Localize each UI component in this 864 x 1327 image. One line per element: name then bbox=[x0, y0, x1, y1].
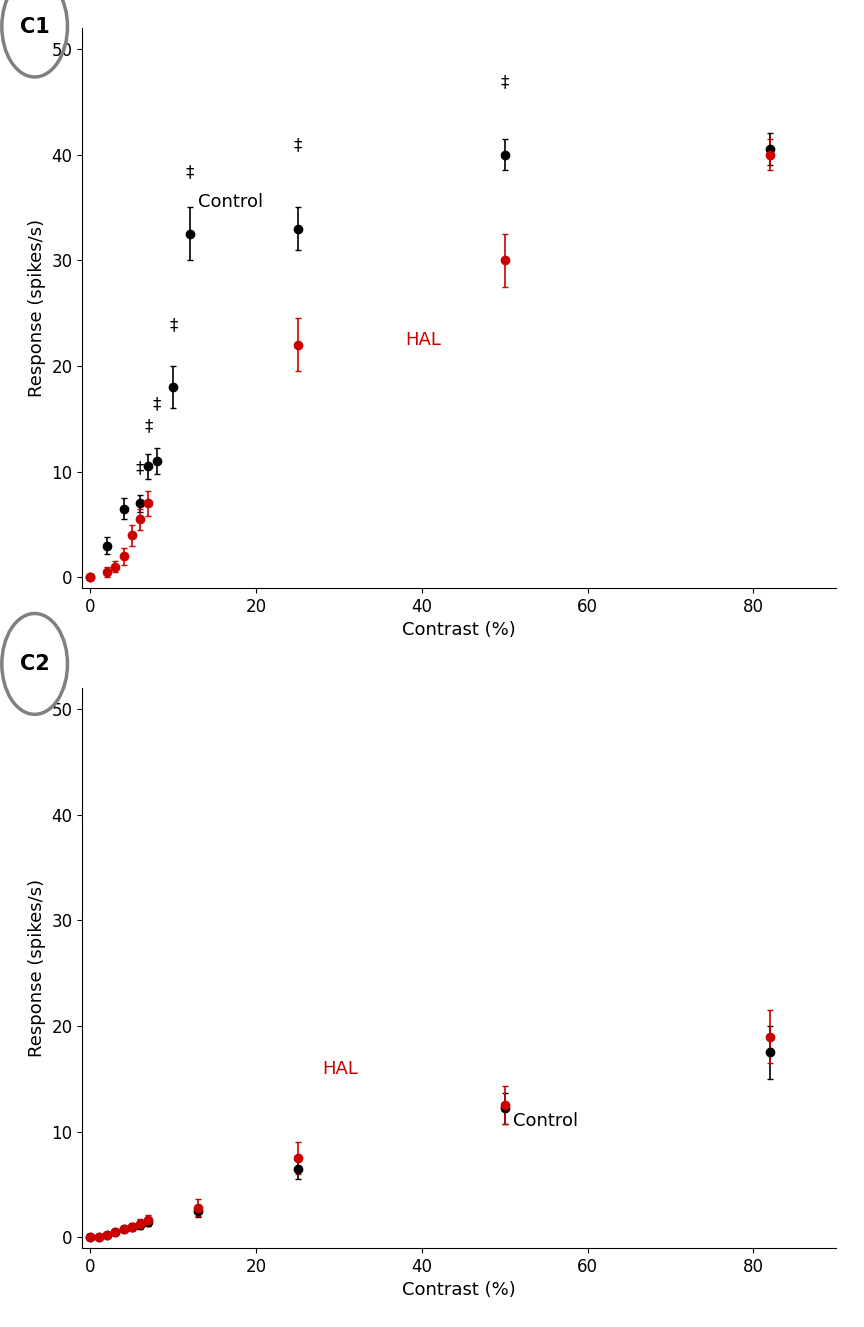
Text: ‡: ‡ bbox=[144, 417, 153, 435]
Text: ‡: ‡ bbox=[136, 459, 144, 476]
Text: Control: Control bbox=[513, 1112, 578, 1131]
Y-axis label: Response (spikes/s): Response (spikes/s) bbox=[28, 878, 46, 1056]
Text: Control: Control bbox=[198, 194, 264, 211]
Text: ‡: ‡ bbox=[153, 395, 161, 414]
Text: C1: C1 bbox=[20, 16, 49, 37]
Text: ‡: ‡ bbox=[294, 137, 302, 155]
Text: C2: C2 bbox=[20, 654, 49, 674]
Text: ‡: ‡ bbox=[500, 73, 509, 92]
Text: ‡: ‡ bbox=[186, 163, 194, 180]
Text: HAL: HAL bbox=[322, 1059, 359, 1078]
Text: HAL: HAL bbox=[405, 330, 442, 349]
Text: ‡: ‡ bbox=[169, 316, 177, 334]
X-axis label: Contrast (%): Contrast (%) bbox=[403, 621, 516, 640]
X-axis label: Contrast (%): Contrast (%) bbox=[403, 1282, 516, 1299]
Y-axis label: Response (spikes/s): Response (spikes/s) bbox=[28, 219, 46, 397]
